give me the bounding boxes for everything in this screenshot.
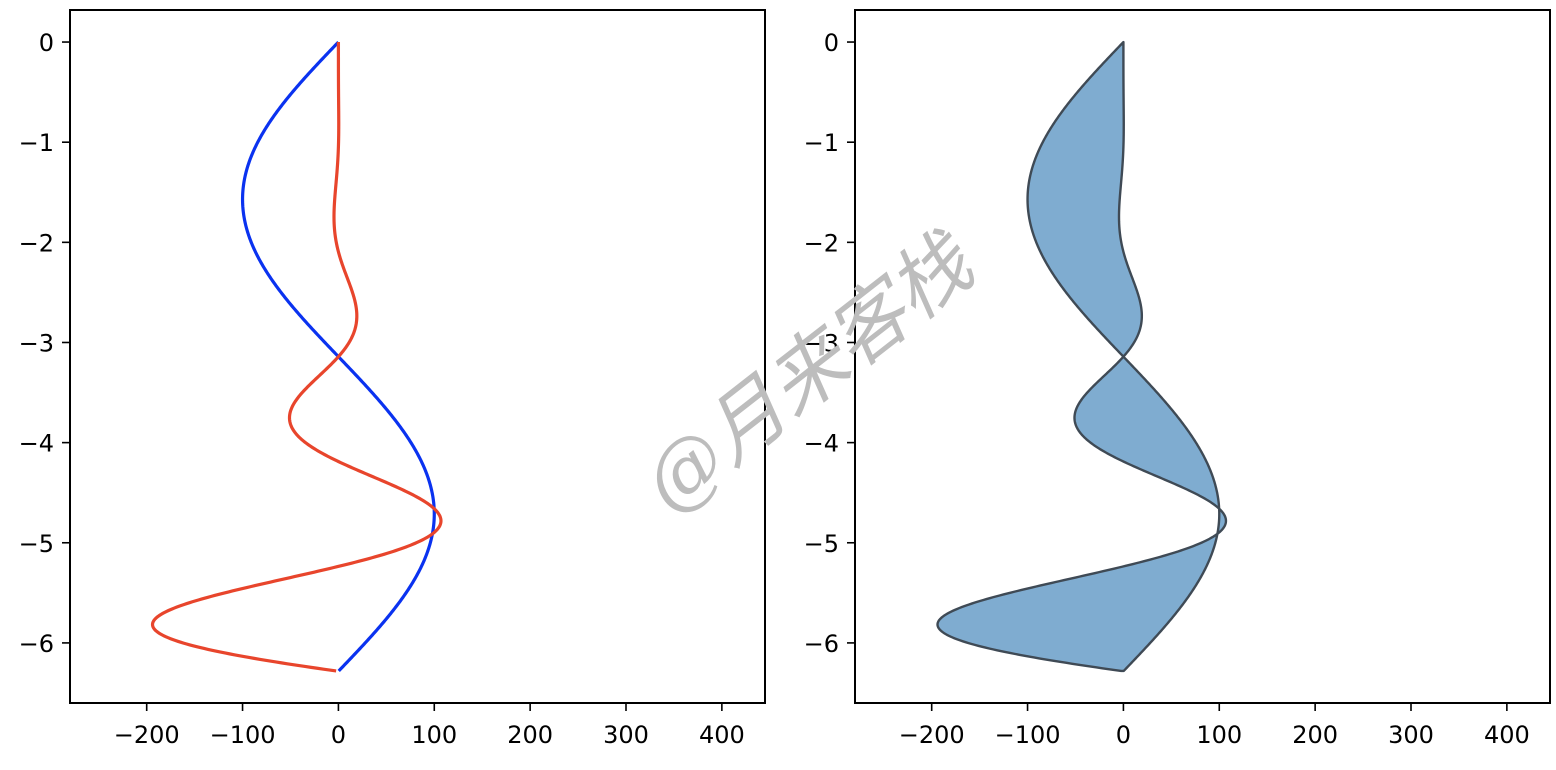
y-tick-label: −2 [19, 229, 54, 257]
watermark-text: @月来客栈 [626, 216, 993, 530]
y-tick-label: −3 [19, 329, 54, 357]
y-tick-label: −6 [804, 630, 839, 658]
y-tick-label: −2 [804, 229, 839, 257]
y-tick-label: 0 [824, 29, 839, 57]
y-tick-label: −5 [804, 530, 839, 558]
y-tick-label: −6 [19, 630, 54, 658]
y-tick-label: −1 [19, 129, 54, 157]
x-tick-label: −200 [114, 721, 180, 749]
x-tick-label: 400 [1484, 721, 1530, 749]
left-line-chart: −200 −100 0 100 200 300 400 0 −1 −2 −3 −4 −5 −6 [19, 9, 766, 749]
filled-area-between-curves [936, 40, 1228, 673]
x-tick-label: 0 [1116, 721, 1131, 749]
y-tick-label: −5 [19, 530, 54, 558]
x-tick-label: 300 [603, 721, 649, 749]
right-filled-area-chart: −200 −100 0 100 200 300 400 0 −1 −2 −3 −4 −5 −6 [804, 9, 1551, 749]
x-tick-label: −100 [210, 721, 276, 749]
x-tick-label: 0 [331, 721, 346, 749]
axes-frame [854, 9, 1551, 704]
y-tick-label: 0 [39, 29, 54, 57]
x-tick-label: −100 [995, 721, 1061, 749]
x-tick-label: −200 [899, 721, 965, 749]
y-tick-label: −3 [804, 329, 839, 357]
x-tick-label: 200 [1292, 721, 1338, 749]
y-tick-label: −1 [804, 129, 839, 157]
x-tick-label: 100 [411, 721, 457, 749]
y-tick-label: −4 [19, 430, 54, 458]
series-line-cubic-sine [150, 42, 443, 673]
axes-frame [69, 9, 766, 704]
x-tick-label: 100 [1196, 721, 1242, 749]
x-tick-label: 300 [1388, 721, 1434, 749]
x-tick-label: 400 [699, 721, 745, 749]
y-tick-label: −4 [804, 430, 839, 458]
x-tick-label: 200 [507, 721, 553, 749]
